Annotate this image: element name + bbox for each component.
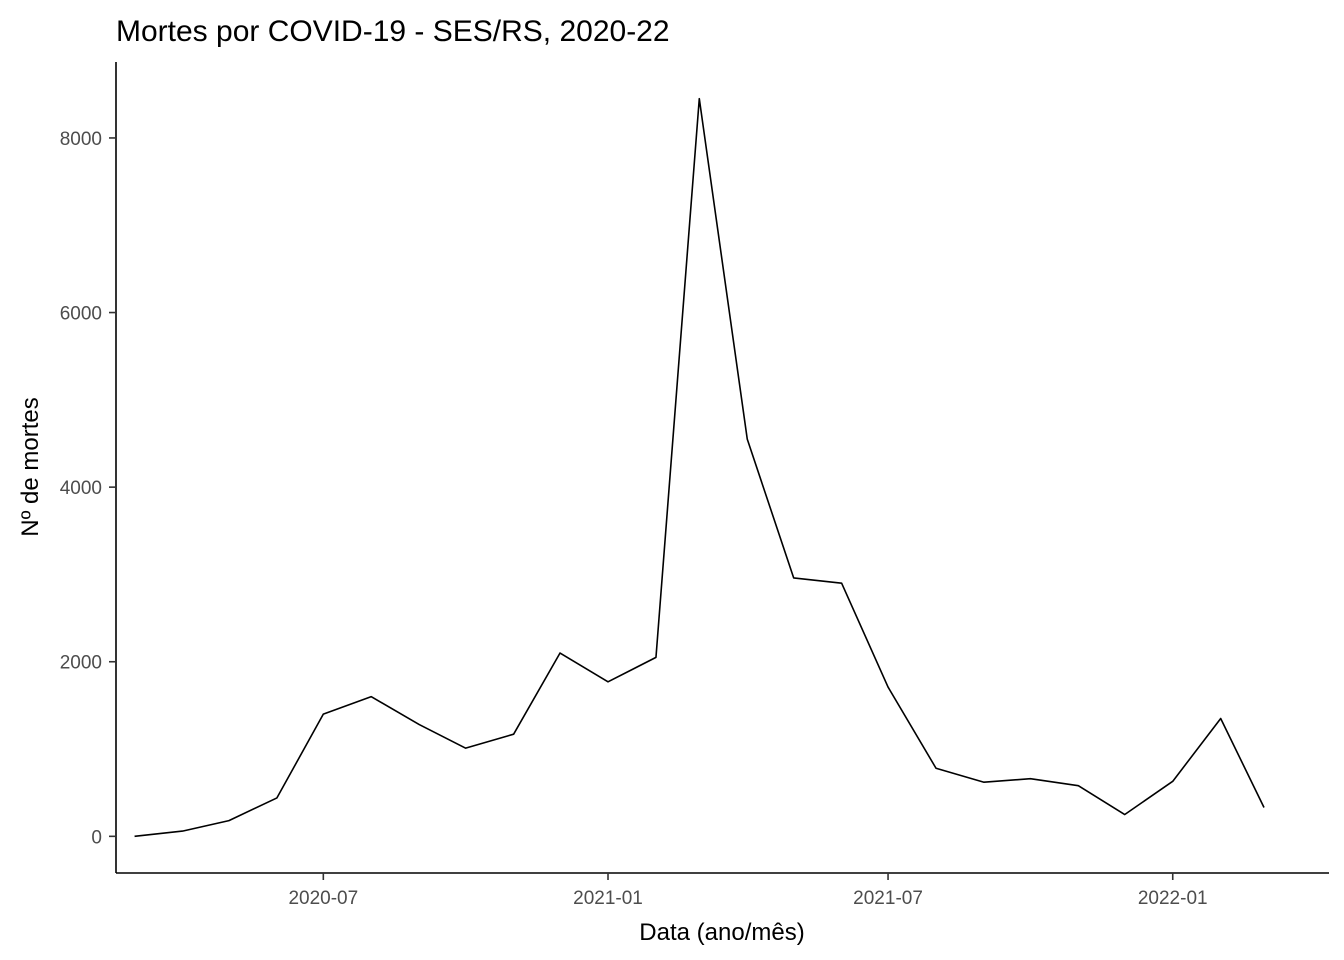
y-axis: 0 2000 4000 6000 8000 [60, 62, 117, 873]
y-tick-label: 4000 [60, 478, 102, 499]
y-tick-label: 6000 [60, 304, 102, 325]
chart-title: Mortes por COVID-19 - SES/RS, 2020-22 [116, 15, 670, 48]
x-ticks: 2020-07 2021-01 2021-07 2022-01 [288, 873, 1208, 909]
plot-area [134, 97, 1265, 838]
x-tick-label: 2022-01 [1138, 888, 1208, 909]
x-axis-title: Data (ano/mês) [639, 919, 804, 946]
x-tick-label: 2021-07 [853, 888, 923, 909]
y-tick-label: 0 [91, 827, 102, 848]
y-tick-label: 8000 [60, 129, 102, 150]
x-tick-label: 2021-01 [573, 888, 643, 909]
x-tick-label: 2020-07 [288, 888, 358, 909]
series-line [134, 97, 1265, 838]
y-axis-title: Nº de mortes [17, 397, 44, 536]
y-tick-label: 2000 [60, 653, 102, 674]
x-axis: 2020-07 2021-01 2021-07 2022-01 [116, 872, 1329, 909]
y-ticks: 0 2000 4000 6000 8000 [60, 129, 116, 848]
